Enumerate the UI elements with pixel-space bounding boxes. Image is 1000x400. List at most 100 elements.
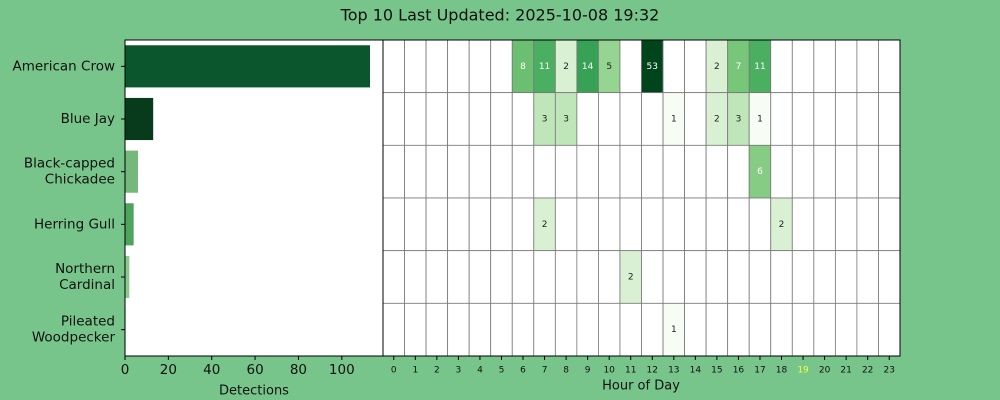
empty-cell <box>511 197 535 252</box>
x-tick-label: 60 <box>246 362 263 378</box>
bar <box>125 255 130 299</box>
empty-cell <box>490 92 513 146</box>
empty-cell <box>770 92 793 146</box>
cell-label: 1 <box>671 325 677 335</box>
empty-cell <box>425 39 449 94</box>
empty-cell <box>791 302 815 357</box>
empty-cell <box>834 197 858 252</box>
empty-cell <box>641 197 664 252</box>
empty-cell <box>382 92 405 146</box>
empty-cell <box>748 302 772 357</box>
empty-cell <box>447 92 470 146</box>
empty-cell <box>576 92 599 146</box>
empty-cell <box>382 302 405 357</box>
empty-cell <box>382 197 405 252</box>
axes-frame <box>382 39 901 357</box>
empty-cell <box>684 250 707 304</box>
empty-cell <box>791 39 815 94</box>
cell-label: 2 <box>628 273 634 283</box>
empty-cell <box>576 144 599 199</box>
bar <box>125 97 154 141</box>
x-tick-label: 18 <box>776 366 788 376</box>
x-tick-label: 0 <box>391 366 397 376</box>
empty-cell <box>727 197 750 252</box>
empty-cell <box>878 144 901 199</box>
empty-cell <box>404 197 427 252</box>
empty-cell <box>791 250 815 304</box>
cell-label: 6 <box>757 167 763 177</box>
x-tick-label: 1 <box>412 366 418 376</box>
empty-cell <box>705 144 729 199</box>
empty-cell <box>813 197 836 252</box>
empty-cell <box>770 144 793 199</box>
x-tick-label: 80 <box>290 362 307 378</box>
x-tick-label: 15 <box>711 366 722 376</box>
empty-cell <box>447 39 470 94</box>
empty-cell <box>511 302 535 357</box>
empty-cell <box>748 250 772 304</box>
empty-cell <box>404 92 427 146</box>
bar <box>125 150 139 193</box>
x-tick-label: 17 <box>754 366 765 376</box>
empty-cell <box>813 144 836 199</box>
x-tick-label: 4 <box>477 366 483 376</box>
x-axis-label: Hour of Day <box>602 379 680 394</box>
x-tick-label: 0 <box>121 362 130 378</box>
bar <box>125 45 370 88</box>
empty-cell <box>619 92 642 146</box>
empty-cell <box>705 197 729 252</box>
cell-label: 2 <box>779 220 785 230</box>
empty-cell <box>511 250 535 304</box>
x-tick-label: 9 <box>585 366 591 376</box>
empty-cell <box>404 250 427 304</box>
empty-cell <box>813 250 836 304</box>
empty-cell <box>705 302 729 357</box>
empty-cell <box>813 39 836 94</box>
empty-cell <box>770 39 793 94</box>
empty-cell <box>813 92 836 146</box>
empty-cell <box>791 197 815 252</box>
empty-cell <box>662 250 685 304</box>
empty-cell <box>641 302 664 357</box>
empty-cell <box>576 197 599 252</box>
empty-cell <box>533 250 556 304</box>
empty-cell <box>641 144 664 199</box>
empty-cell <box>662 144 685 199</box>
y-tick-label: Blue Jay <box>61 111 115 127</box>
empty-cell <box>533 144 556 199</box>
bar <box>125 203 134 246</box>
cell-label: 11 <box>539 62 550 72</box>
empty-cell <box>468 39 492 94</box>
empty-cell <box>641 92 664 146</box>
empty-cell <box>468 144 492 199</box>
empty-cell <box>425 92 449 146</box>
empty-cell <box>598 144 621 199</box>
empty-cell <box>404 144 427 199</box>
cell-label: 3 <box>563 115 569 125</box>
empty-cell <box>834 92 858 146</box>
empty-cell <box>705 250 729 304</box>
x-tick-label: 10 <box>603 366 615 376</box>
empty-cell <box>813 302 836 357</box>
empty-cell <box>662 39 685 94</box>
x-tick-label: 2 <box>434 366 440 376</box>
empty-cell <box>727 144 750 199</box>
empty-cell <box>856 250 879 304</box>
bar-plot-area <box>125 40 383 356</box>
empty-cell <box>791 144 815 199</box>
empty-cell <box>856 302 879 357</box>
empty-cell <box>684 39 707 94</box>
empty-cell <box>382 144 405 199</box>
empty-cell <box>619 39 642 94</box>
x-tick-label: 22 <box>862 366 873 376</box>
cell-label: 2 <box>542 220 548 230</box>
empty-cell <box>404 39 427 94</box>
empty-cell <box>856 197 879 252</box>
cell-label: 5 <box>606 62 612 72</box>
empty-cell <box>490 197 513 252</box>
x-tick-label: 6 <box>520 366 526 376</box>
empty-cell <box>425 302 449 357</box>
empty-cell <box>619 197 642 252</box>
x-tick-label: 13 <box>668 366 679 376</box>
